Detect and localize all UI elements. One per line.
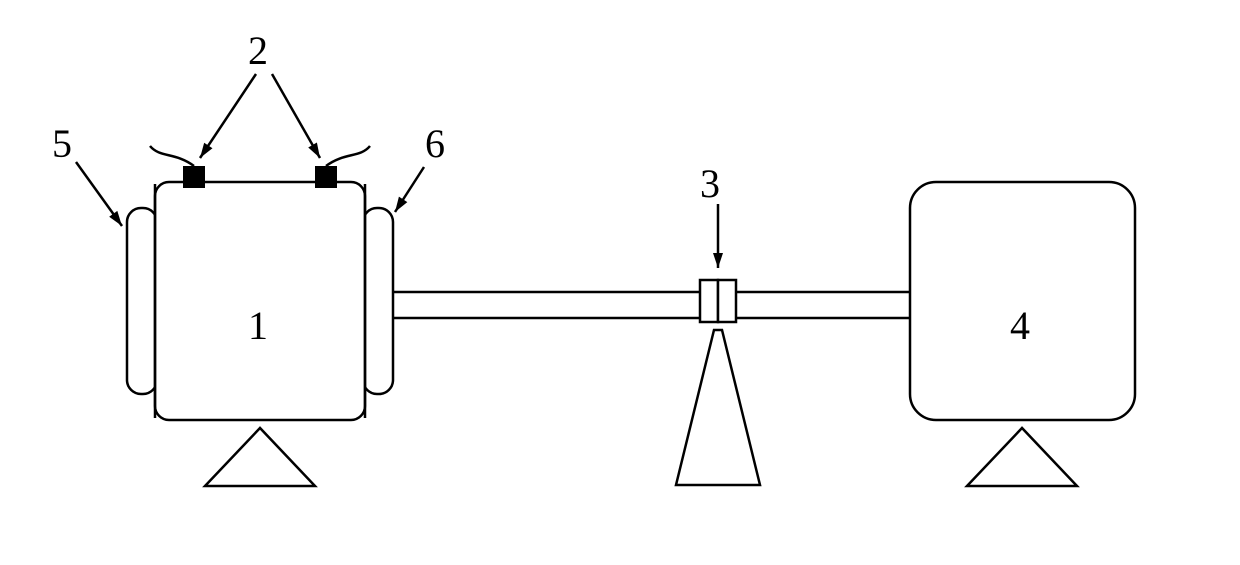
load-body [910, 182, 1135, 420]
label-5: 5 [52, 121, 72, 166]
motor-body [155, 182, 365, 420]
sensor-left [183, 166, 205, 188]
coupling-left [700, 280, 718, 322]
coupling-support [676, 330, 760, 485]
label-1: 1 [248, 303, 268, 348]
sensor-left-wire [150, 146, 194, 166]
label-2: 2 [248, 28, 268, 73]
label-4: 4 [1010, 303, 1030, 348]
label-3: 3 [700, 161, 720, 206]
de-bearing-cap [363, 208, 393, 394]
sensor-right [315, 166, 337, 188]
nde-bearing-cap [127, 208, 157, 394]
coupling-right [718, 280, 736, 322]
sensor-right-wire [326, 146, 370, 166]
label-6: 6 [425, 121, 445, 166]
